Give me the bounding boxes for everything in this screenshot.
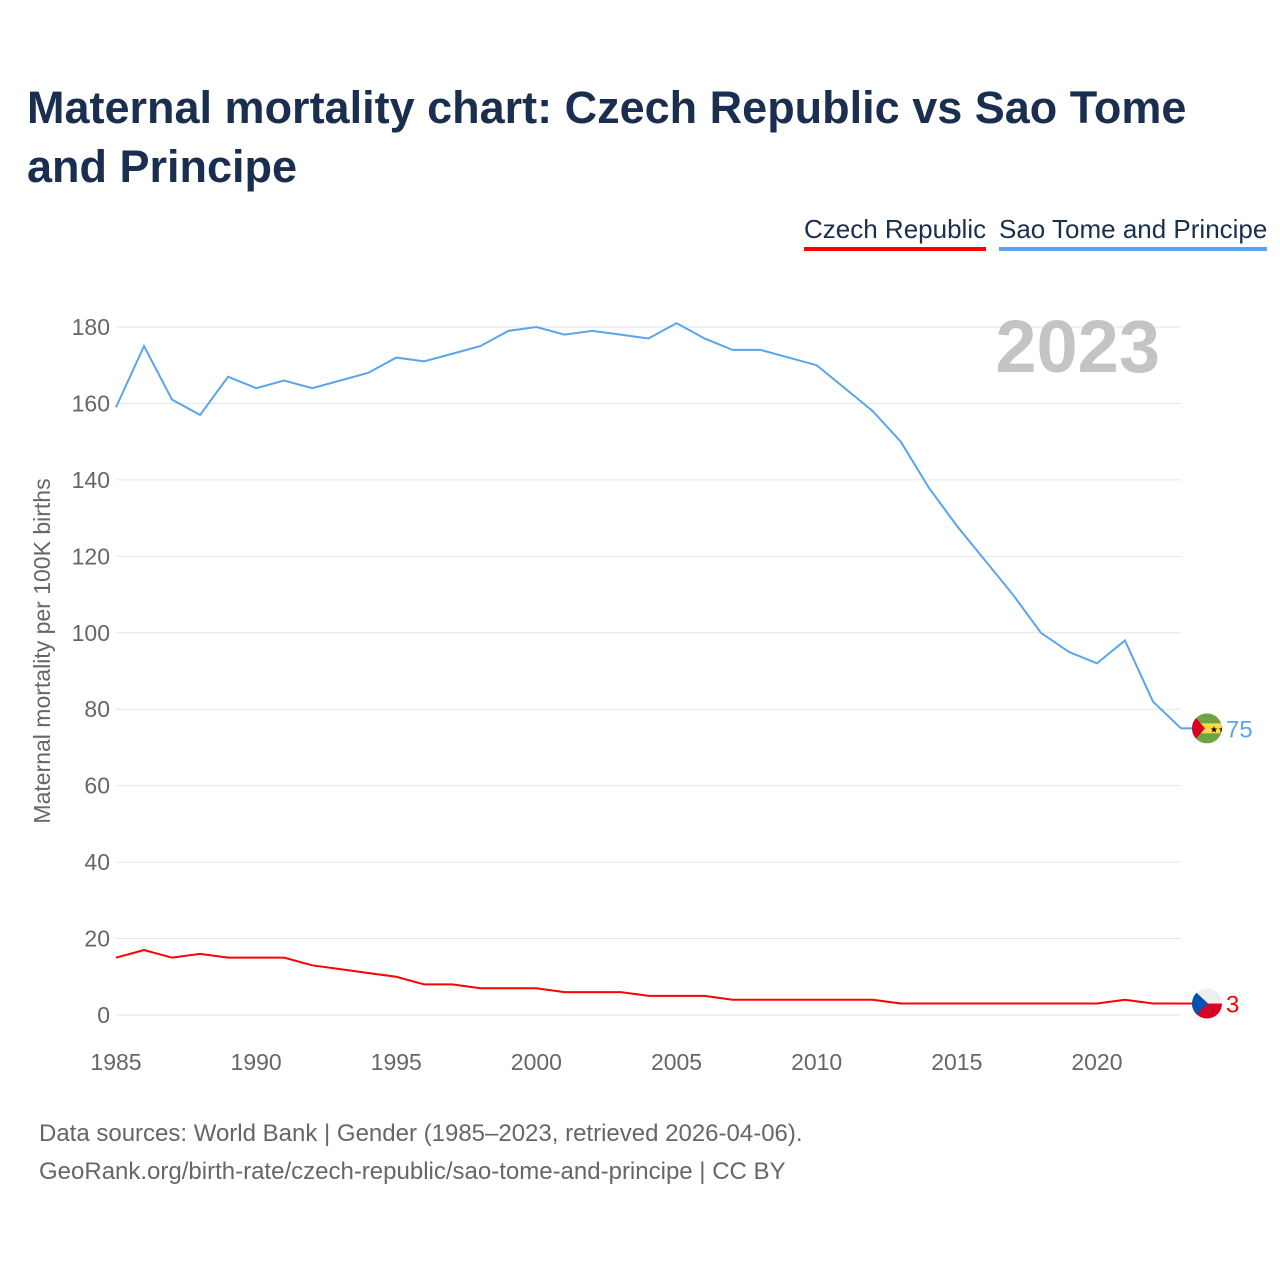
x-tick-label: 1985 — [90, 1049, 141, 1075]
svg-text:★★: ★★ — [1210, 724, 1226, 734]
chart-title: Maternal mortality chart: Czech Republic… — [27, 82, 1187, 192]
x-tick-label: 2005 — [651, 1049, 702, 1075]
y-tick-label: 120 — [72, 543, 110, 569]
czech-flag-icon — [1192, 988, 1222, 1019]
y-axis-label: Maternal mortality per 100K births — [29, 478, 55, 823]
legend-czech-republic[interactable]: Czech Republic — [804, 214, 987, 251]
x-tick-label: 2010 — [791, 1049, 842, 1075]
source-line: Data sources: World Bank | Gender (1985–… — [39, 1120, 803, 1147]
y-tick-label: 60 — [84, 773, 110, 799]
y-tick-label: 80 — [84, 696, 110, 722]
x-tick-label: 2015 — [931, 1049, 982, 1075]
source-url-line: GeoRank.org/birth-rate/czech-republic/sa… — [39, 1158, 786, 1185]
x-tick-label: 1995 — [371, 1049, 422, 1075]
y-tick-label: 160 — [72, 390, 110, 416]
end-value-label: 3 — [1226, 992, 1239, 1019]
series-line-sao-tome — [115, 322, 1182, 730]
series-line-czech-republic — [115, 948, 1181, 1005]
y-tick-label: 20 — [84, 926, 110, 952]
legend-sao-tome[interactable]: Sao Tome and Principe — [999, 214, 1268, 251]
x-tick-label: 1990 — [231, 1049, 282, 1075]
y-tick-label: 40 — [84, 849, 110, 875]
x-tick-label: 2020 — [1071, 1049, 1122, 1075]
y-tick-label: 180 — [72, 314, 110, 340]
end-value-label: 75 — [1226, 716, 1253, 743]
year-watermark: 2023 — [995, 305, 1160, 388]
y-tick-label: 0 — [97, 1002, 110, 1028]
sao-tome-flag-icon: ★★ — [1192, 713, 1226, 744]
y-tick-label: 140 — [72, 467, 110, 493]
y-tick-label: 100 — [72, 620, 110, 646]
x-tick-label: 2000 — [511, 1049, 562, 1075]
